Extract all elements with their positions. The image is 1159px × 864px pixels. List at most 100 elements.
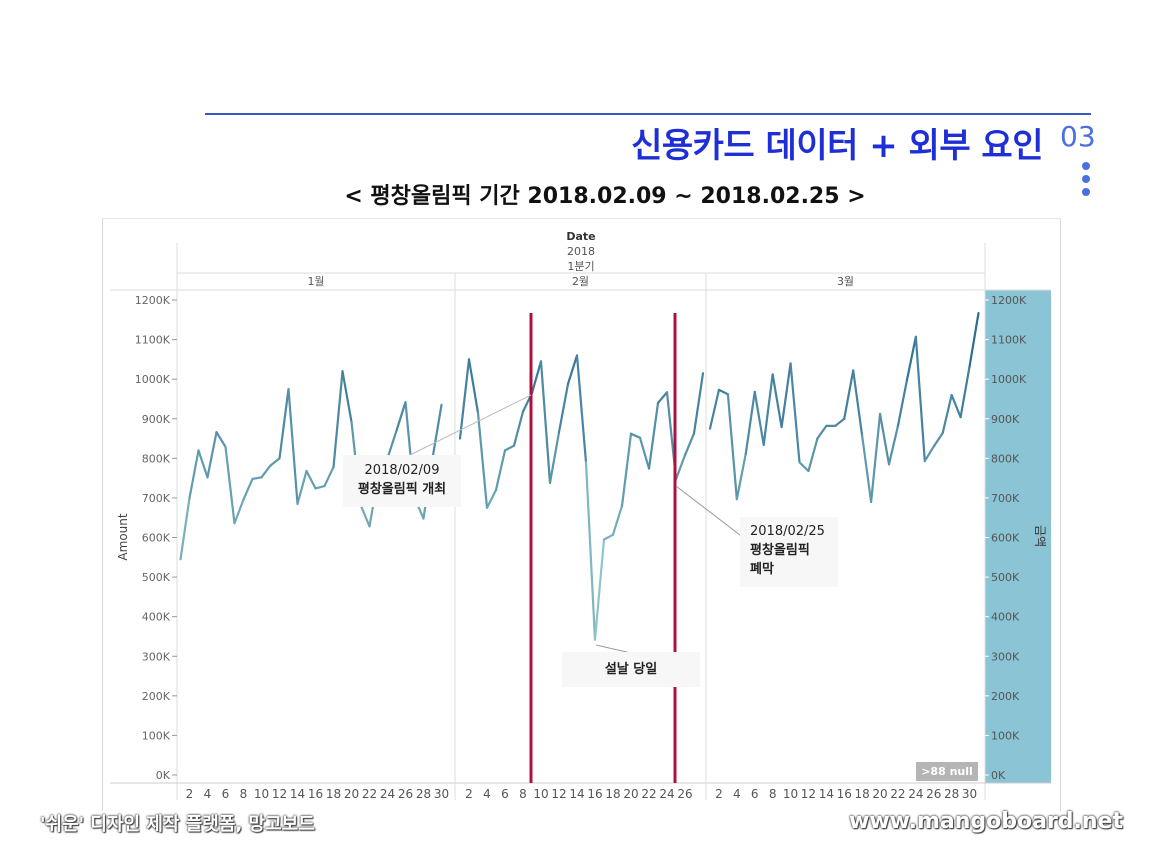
x-tick-label: 16 — [308, 787, 323, 801]
y-tick-label: 1200K — [135, 294, 171, 307]
series-segment-1월 — [278, 387, 290, 460]
series-segment-3월 — [861, 434, 873, 503]
x-tick-label: 8 — [240, 787, 248, 801]
y-tick-label: 500K — [142, 571, 171, 584]
series-segment-1월 — [431, 403, 443, 460]
y-tick-label: 400K — [142, 611, 171, 624]
series-segment-3월 — [717, 388, 730, 396]
series-segment-1월 — [296, 469, 308, 505]
y-tick-label: 200K — [142, 690, 171, 703]
x-tick-label: 6 — [501, 787, 509, 801]
x-tick-label: 30 — [962, 787, 977, 801]
series-segment-1월 — [197, 449, 209, 479]
x-tick-label: 4 — [483, 787, 491, 801]
month-header-3: 3월 — [837, 275, 854, 288]
series-segment-2월 — [593, 538, 606, 641]
closing-date: 2018/02/25 — [750, 524, 825, 539]
series-segment-3월 — [753, 390, 765, 446]
x-tick-label: 10 — [783, 787, 798, 801]
series-segment-1월 — [332, 370, 344, 469]
x-tick-label: 12 — [551, 787, 566, 801]
series-segment-1월 — [395, 401, 407, 432]
y-tick-label: 0K — [156, 769, 171, 782]
x-tick-label: 4 — [733, 787, 741, 801]
series-segment-2월 — [683, 432, 696, 457]
series-segment-1월 — [215, 431, 227, 448]
series-segment-3월 — [735, 452, 747, 501]
series-segment-2월 — [629, 432, 642, 439]
series-segment-3월 — [923, 445, 935, 463]
series-segment-3월 — [708, 388, 721, 430]
x-tick-label: 6 — [751, 787, 759, 801]
x-tick-label: 10 — [533, 787, 548, 801]
series-segment-1월 — [314, 484, 326, 490]
x-tick-label: 26 — [677, 787, 692, 801]
x-tick-label: 24 — [380, 787, 395, 801]
x-tick-label: 2 — [715, 787, 723, 801]
x-tick-label: 16 — [837, 787, 852, 801]
right-axis-band — [985, 290, 1051, 783]
series-segment-3월 — [914, 335, 926, 463]
series-segment-1월 — [341, 370, 353, 424]
x-tick-label: 22 — [362, 787, 377, 801]
x-tick-label: 18 — [855, 787, 870, 801]
right-y-tick-label: 1200K — [991, 294, 1027, 307]
y-tick-label: 100K — [142, 729, 171, 742]
null-badge[interactable]: >88 null — [916, 762, 978, 781]
series-segment-2월 — [602, 533, 615, 541]
right-y-tick-label: 200K — [991, 690, 1020, 703]
series-segment-3월 — [780, 362, 792, 429]
right-y-tick-label: 300K — [991, 650, 1020, 663]
opening-date: 2018/02/09 — [364, 463, 440, 478]
right-y-tick-label: 600K — [991, 532, 1020, 545]
page-title: 신용카드 데이터 + 외부 요인 — [631, 126, 1043, 166]
right-y-tick-label: 800K — [991, 452, 1020, 465]
series-segment-3월 — [869, 412, 882, 503]
series-segment-3월 — [959, 365, 971, 419]
series-segment-3월 — [878, 412, 891, 466]
x-tick-label: 24 — [908, 787, 923, 801]
x-tick-label: 18 — [605, 787, 620, 801]
series-segment-3월 — [950, 393, 962, 419]
x-tick-label: 10 — [254, 787, 269, 801]
header-quarter-label: 1분기 — [567, 260, 594, 273]
series-segment-2월 — [638, 436, 651, 470]
y-tick-label: 300K — [142, 650, 171, 663]
header-rule — [205, 113, 1091, 115]
series-segment-3월 — [762, 373, 774, 446]
y-tick-label: 1000K — [135, 373, 171, 386]
series-segment-2월 — [656, 391, 669, 405]
footer-url[interactable]: www.mangoboard.net — [849, 809, 1123, 834]
series-segment-2월 — [584, 461, 597, 641]
series-segment-2월 — [557, 382, 570, 434]
series-segment-2월 — [503, 444, 516, 452]
x-tick-label: 28 — [416, 787, 431, 801]
series-segment-2월 — [611, 504, 624, 536]
right-y-tick-label: 100K — [991, 729, 1020, 742]
series-segment-2월 — [548, 431, 561, 484]
right-y-tick-label: 1000K — [991, 373, 1027, 386]
series-segment-3월 — [798, 461, 810, 473]
x-tick-label: 28 — [944, 787, 959, 801]
series-segment-3월 — [968, 311, 980, 368]
right-y-tick-label: 400K — [991, 611, 1020, 624]
series-segment-2월 — [494, 449, 507, 492]
header-year-label: 2018 — [567, 245, 595, 258]
x-tick-label: 22 — [641, 787, 656, 801]
series-segment-1월 — [206, 431, 218, 479]
series-segment-3월 — [843, 369, 855, 420]
x-tick-label: 14 — [569, 787, 584, 801]
x-tick-label: 30 — [434, 787, 449, 801]
x-tick-label: 16 — [587, 787, 602, 801]
y-tick-label: 700K — [142, 492, 171, 505]
series-segment-2월 — [467, 358, 480, 414]
closing-callout: 2018/02/25 평창올림픽 폐막 — [740, 517, 838, 587]
series-segment-2월 — [620, 432, 633, 507]
x-tick-label: 14 — [819, 787, 834, 801]
series-segment-2월 — [530, 360, 543, 395]
series-segment-3월 — [941, 393, 953, 435]
series-segment-2월 — [647, 401, 660, 470]
series-segment-2월 — [512, 410, 525, 447]
series-segment-1월 — [287, 387, 299, 505]
